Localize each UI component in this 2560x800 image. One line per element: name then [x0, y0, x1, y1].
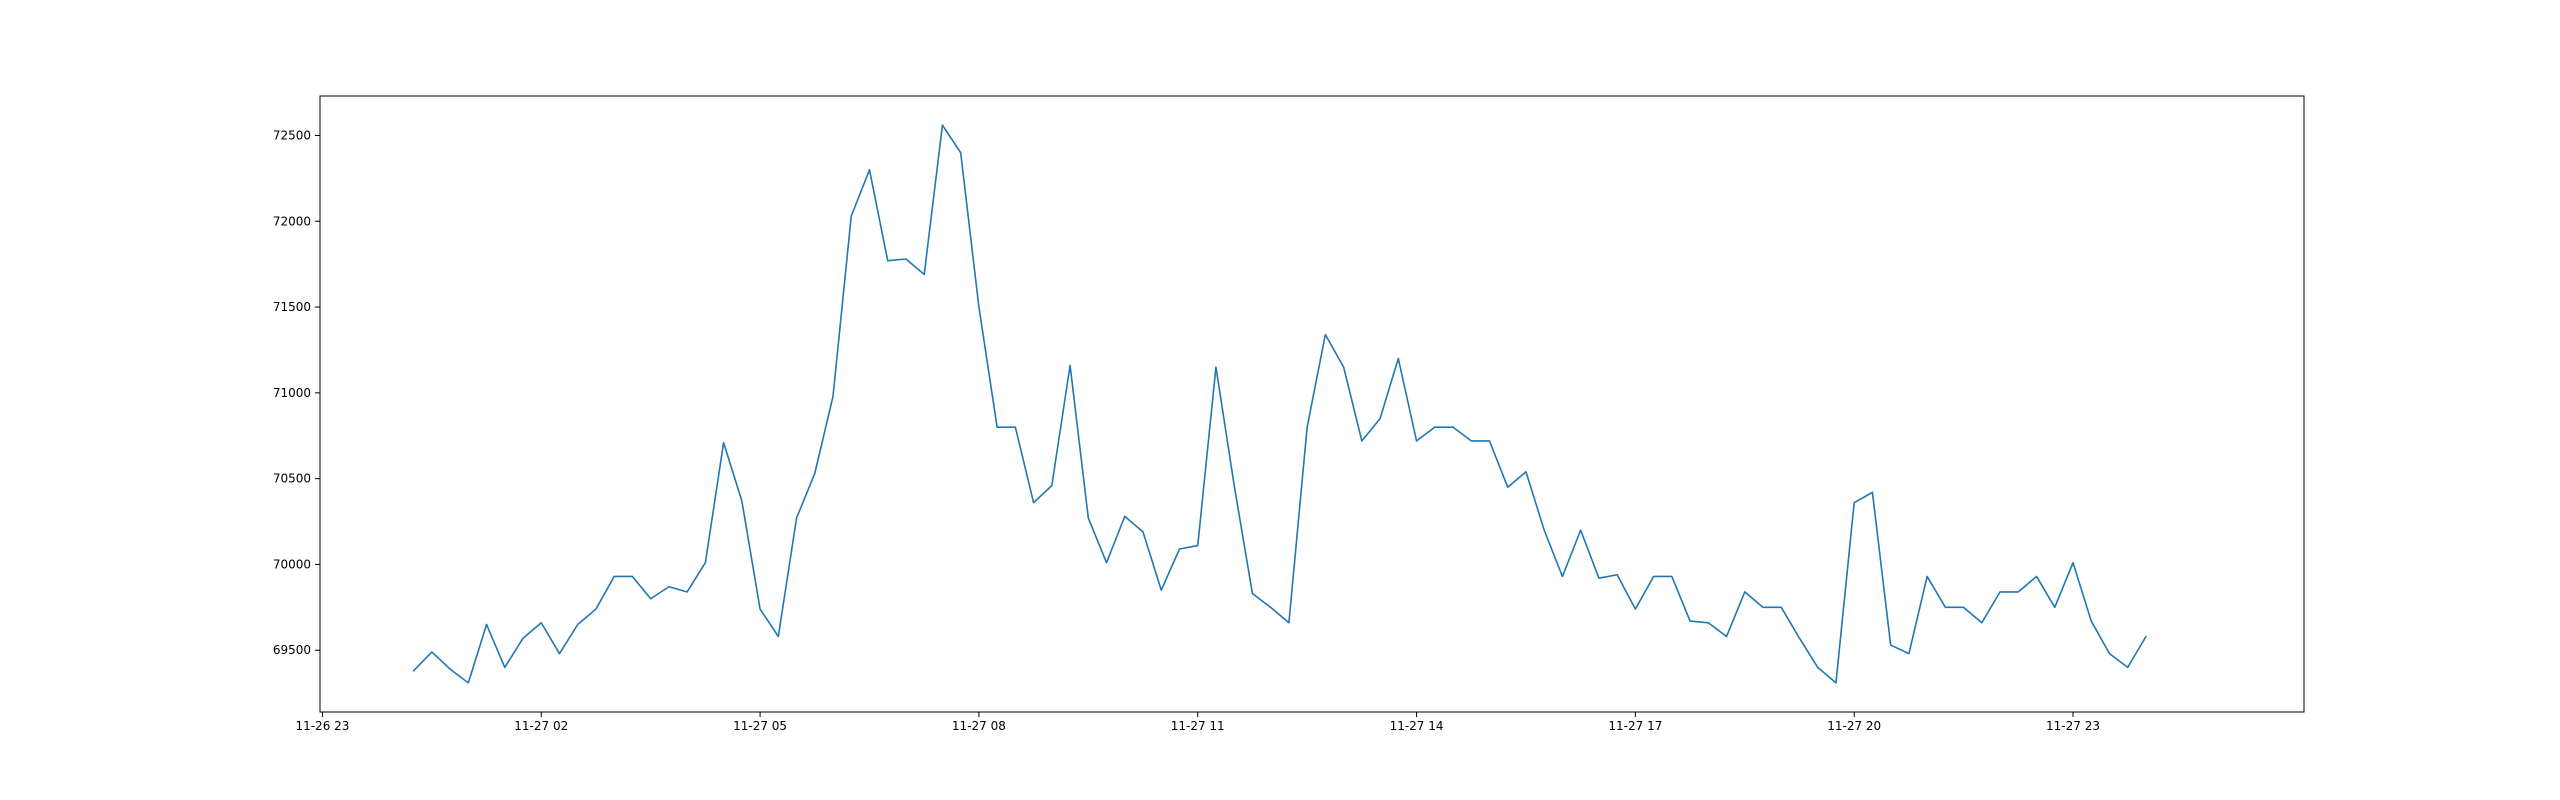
- x-tick-label: 11-27 11: [1171, 719, 1225, 733]
- x-axis: 11-26 23 11-27 02 11-27 05 11-27 08 11-27 11…: [295, 712, 2100, 733]
- y-tick-label: 70500: [273, 472, 311, 486]
- x-tick-label: 11-27 23: [2046, 719, 2100, 733]
- plot-area: [412, 124, 2147, 684]
- x-tick-label: 11-27 17: [1608, 719, 1662, 733]
- y-tick-label: 71500: [273, 300, 311, 314]
- y-tick-label: 72500: [273, 128, 311, 142]
- y-tick-label: 72000: [273, 214, 311, 228]
- x-tick-label: 11-27 08: [952, 719, 1006, 733]
- y-tick-label: 70000: [273, 557, 311, 571]
- axes-frame: [319, 95, 2305, 713]
- y-tick-label: 69500: [273, 643, 311, 657]
- y-tick-label: 71000: [273, 386, 311, 400]
- x-tick-label: 11-26 23: [295, 719, 349, 733]
- x-tick-label: 11-27 05: [733, 719, 787, 733]
- y-axis: 69500 70000 70500 71000 71500 72000 72500: [273, 128, 320, 657]
- x-tick-label: 11-27 20: [1827, 719, 1881, 733]
- x-tick-label: 11-27 02: [514, 719, 568, 733]
- x-tick-label: 11-27 14: [1390, 719, 1444, 733]
- series-line-0: [412, 124, 2147, 684]
